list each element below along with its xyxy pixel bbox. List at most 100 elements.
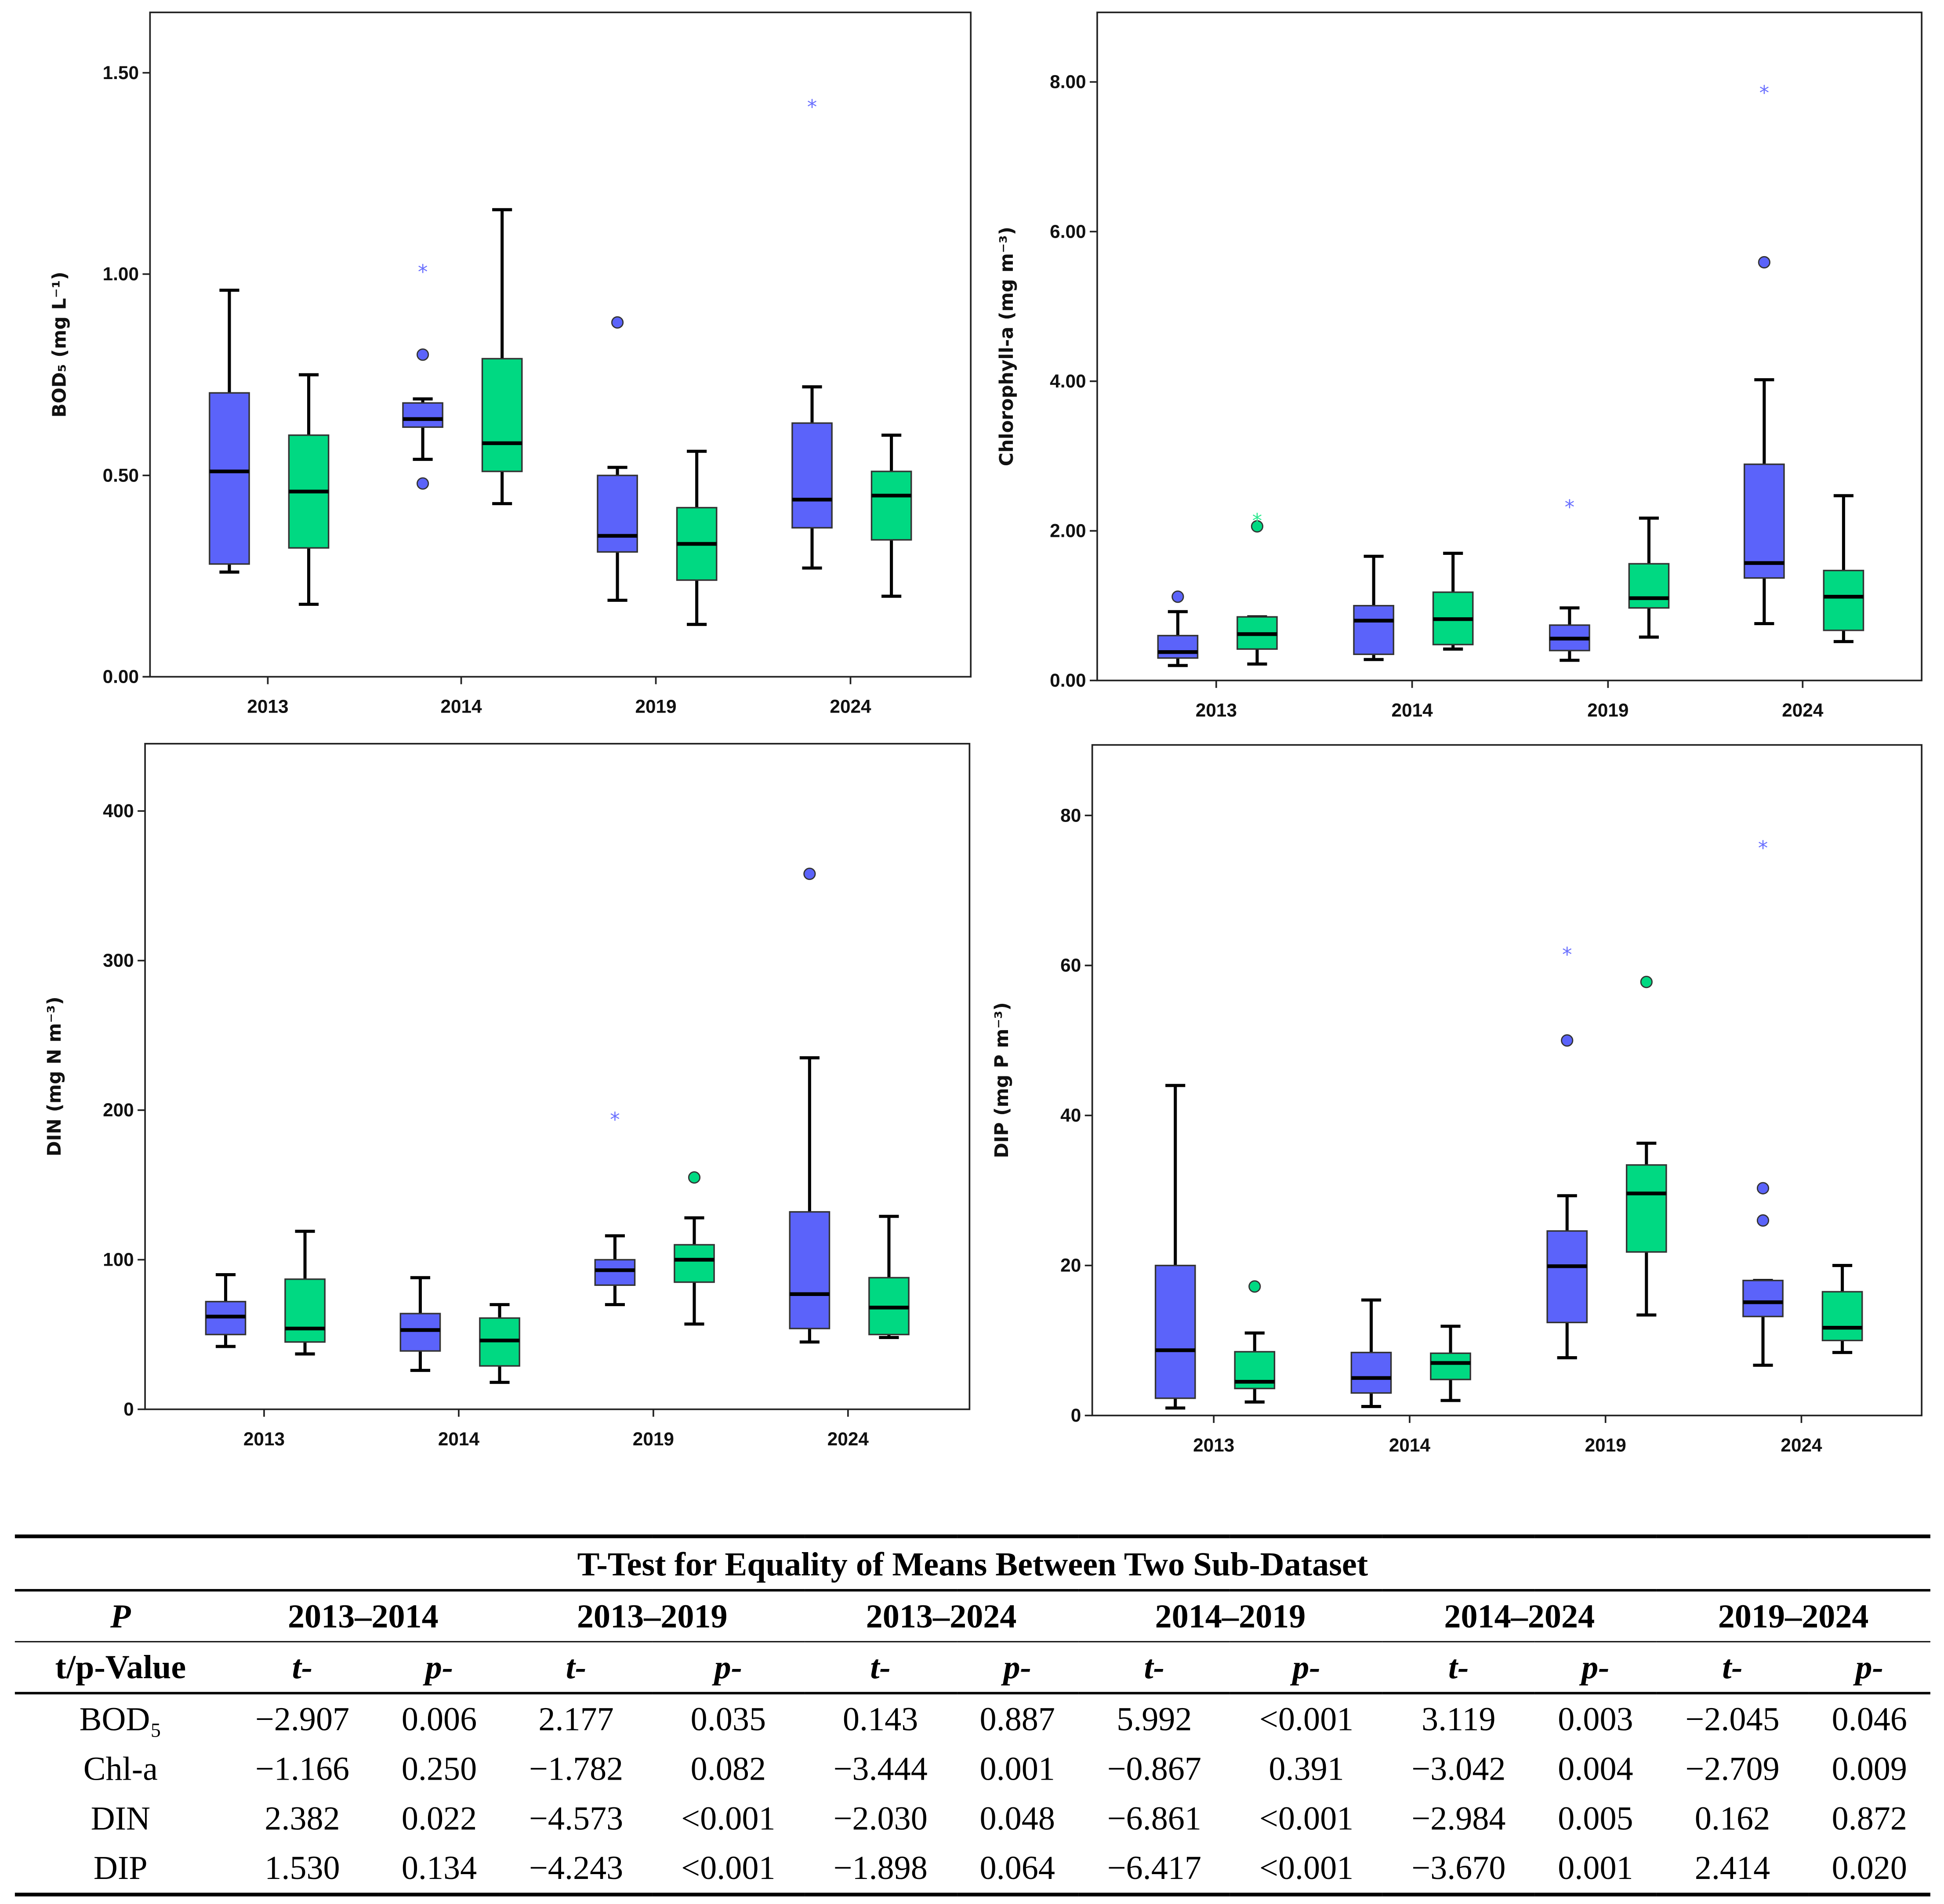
outlier-circle (1251, 520, 1264, 533)
p-value-cell: 0.391 (1269, 1750, 1344, 1788)
p-value-cell: 0.046 (1832, 1700, 1907, 1738)
extreme-star: * (610, 1108, 620, 1131)
x-tick-label: 2014 (1389, 1435, 1431, 1455)
pair-header: 2013–2024 (804, 1590, 1078, 1643)
outlier-circle (1758, 256, 1770, 269)
table-corner: P (15, 1590, 226, 1643)
t-value-cell: −2.709 (1685, 1750, 1780, 1788)
table-row: BOD₅ −2.907 0.006 2.177 0.035 0.143 0.887 5.992… (15, 1693, 1930, 1744)
box-series-b (1430, 1325, 1471, 1402)
y-tick-label: 0.00 (103, 666, 139, 687)
outlier-circle (416, 477, 429, 490)
t-value-cell: −2.045 (1685, 1700, 1780, 1738)
y-tick-label: 80 (1060, 805, 1081, 825)
t-test-table: T-Test for Equality of Means Between Two… (15, 1534, 1930, 1897)
p-value-cell: 0.001 (979, 1750, 1055, 1788)
pair-header: 2019–2024 (1656, 1590, 1930, 1643)
x-tick-label: 2024 (1781, 1435, 1822, 1455)
t-value-cell: 0.162 (1694, 1799, 1770, 1837)
t-value-cell: −4.243 (500, 1843, 653, 1897)
t-value-cell: 1.530 (226, 1843, 379, 1897)
t-value-cell: −6.417 (1078, 1843, 1230, 1897)
box-iqr (284, 1278, 326, 1343)
outlier-circle (416, 348, 429, 361)
outlier-circle (1756, 1214, 1770, 1227)
p-value-cell: 0.001 (1534, 1843, 1657, 1897)
box-iqr (870, 471, 912, 541)
p-value-cell: <0.001 (652, 1843, 805, 1897)
outlier-circle (803, 867, 816, 880)
outlier-circle (611, 316, 624, 329)
t-value-cell: −3.042 (1411, 1750, 1506, 1788)
row-label: DIN (91, 1799, 151, 1837)
pair-header: 2013–2014 (226, 1590, 500, 1643)
t-value-cell: −1.782 (529, 1750, 624, 1788)
outlier-circle (1561, 1034, 1574, 1047)
p-value-cell: <0.001 (681, 1799, 776, 1837)
y-tick-label: 8.00 (1050, 72, 1086, 92)
p-value-cell: 0.872 (1832, 1799, 1907, 1837)
y-tick-label: 60 (1060, 955, 1081, 976)
box-iqr (597, 474, 638, 553)
y-tick-label: 100 (103, 1249, 134, 1270)
y-tick-label: 1.00 (103, 264, 139, 284)
y-tick-label: 0.00 (1050, 670, 1086, 691)
plot-frame (1096, 11, 1923, 681)
outlier-circle (688, 1171, 701, 1184)
box-iqr (1628, 563, 1670, 609)
p-value-cell: 0.020 (1808, 1843, 1930, 1897)
box-series-a: * (1742, 836, 1784, 1367)
x-tick-label: 2019 (635, 696, 676, 717)
box-series-a: * (1744, 81, 1785, 626)
p-value-cell: 0.082 (690, 1750, 766, 1788)
table-row: Chl-a −1.166 0.250 −1.782 0.082 −3.444 0.001 −0… (15, 1744, 1930, 1794)
box-iqr (791, 422, 833, 529)
t-value-cell: 5.992 (1117, 1700, 1192, 1738)
box-iqr (1157, 635, 1199, 659)
t-value-cell: −2.030 (833, 1799, 928, 1837)
t-value-header: t- (1656, 1641, 1809, 1694)
y-tick-label: 4.00 (1050, 371, 1086, 391)
plot-frame (144, 743, 971, 1410)
box-series-a: * (594, 1108, 636, 1307)
t-value-cell: 2.382 (265, 1799, 340, 1837)
p-value-cell: 0.003 (1558, 1700, 1633, 1738)
plot-frame (1091, 744, 1923, 1416)
p-value-cell: 0.250 (401, 1750, 477, 1788)
box-iqr (1353, 605, 1394, 655)
t-value-cell: −2.907 (255, 1700, 350, 1738)
y-tick-label: 2.00 (1050, 520, 1086, 541)
x-tick-label: 2024 (827, 1429, 869, 1449)
x-tick-label: 2014 (1392, 700, 1433, 720)
p-value-cell: 0.048 (979, 1799, 1055, 1837)
y-tick-label: 20 (1060, 1255, 1081, 1276)
subheader-label: t/p-Value (15, 1641, 226, 1694)
p-value-header: p- (956, 1641, 1078, 1694)
t-value-cell: −6.861 (1107, 1799, 1201, 1837)
box-series-b (1432, 551, 1474, 651)
box-series-a (1157, 590, 1199, 667)
box-series-b (870, 434, 912, 598)
t-value-cell: −1.898 (804, 1843, 957, 1897)
y-axis-label: DIN (mg N m⁻³) (44, 996, 65, 1156)
box-series-a (1154, 1084, 1196, 1410)
box-series-b (481, 208, 523, 505)
t-value-header: t- (500, 1641, 653, 1694)
t-value-cell: 2.414 (1656, 1843, 1809, 1897)
box-series-b (868, 1215, 910, 1339)
extreme-star: * (1759, 81, 1770, 105)
y-tick-label: 0 (123, 1399, 134, 1419)
t-value-cell: 2.177 (538, 1700, 614, 1738)
plot-frame (149, 11, 972, 678)
p-value-cell: 0.887 (979, 1700, 1055, 1738)
p-value-cell: <0.001 (1230, 1843, 1383, 1897)
box-series-b: * (1237, 509, 1278, 666)
p-value-cell: 0.005 (1558, 1799, 1633, 1837)
box-series-b (676, 449, 718, 626)
pair-header: 2014–2024 (1382, 1590, 1657, 1643)
box-iqr (674, 1244, 715, 1283)
p-value-cell: 0.035 (690, 1700, 766, 1738)
y-tick-label: 6.00 (1050, 221, 1086, 242)
t-value-cell: 0.143 (842, 1700, 918, 1738)
box-series-a (1350, 1298, 1392, 1408)
